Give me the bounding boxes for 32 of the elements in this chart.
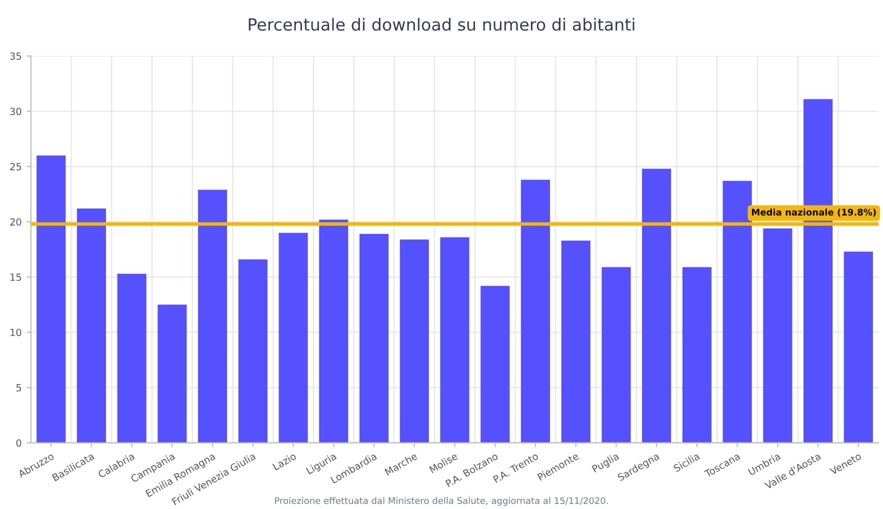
bar [520, 180, 550, 443]
bar [359, 234, 389, 443]
y-tick-label: 20 [10, 218, 22, 226]
text: Proiezione effettuata dal Ministero della Salute, aggiornata al 15/11/2020. [275, 497, 608, 506]
chart-title: Percentuale di download su numero di abitanti [248, 18, 634, 31]
y-tick-label: 35 [10, 52, 22, 60]
bar [198, 190, 228, 443]
x-tick-label: Lazio [272, 452, 297, 470]
bar [763, 228, 792, 443]
bar [602, 267, 631, 443]
bar [238, 259, 268, 443]
y-tick-label: 5 [16, 384, 22, 392]
bar [278, 232, 308, 443]
bar [682, 267, 712, 443]
bar [561, 240, 590, 443]
y-tick-label: 30 [10, 108, 22, 116]
y-tick-label: 10 [10, 328, 22, 336]
bar [36, 155, 66, 443]
ref-line-label: Media nazionale (19.8%) [752, 208, 876, 217]
bar [76, 208, 106, 443]
bar [319, 220, 348, 443]
bar [642, 168, 672, 443]
bar [844, 252, 873, 443]
y-tick-label: 25 [10, 162, 22, 170]
bar [117, 274, 146, 443]
bar [158, 304, 187, 443]
y-tick-label: 15 [10, 274, 22, 281]
bar [400, 239, 429, 443]
bar [722, 180, 752, 443]
bar [480, 286, 510, 443]
bar [440, 237, 470, 443]
y-tick-label: 0 [16, 439, 22, 447]
